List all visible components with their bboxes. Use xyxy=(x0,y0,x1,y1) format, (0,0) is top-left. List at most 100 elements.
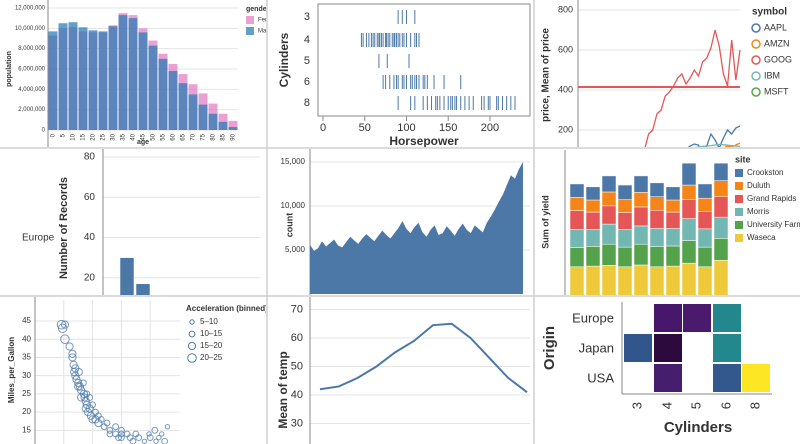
heat-cell xyxy=(624,334,652,362)
bar-segment xyxy=(569,197,585,211)
point xyxy=(118,426,125,434)
bar xyxy=(135,283,151,295)
point xyxy=(135,434,143,442)
y-tick-label: 20 xyxy=(84,272,96,283)
point xyxy=(56,319,67,330)
y-tick-label: 5 xyxy=(304,55,310,67)
legend-symbol xyxy=(735,195,743,203)
bar-segment xyxy=(665,228,681,247)
bar-segment xyxy=(713,216,729,239)
point xyxy=(74,367,83,377)
bar-segment xyxy=(649,228,665,247)
facet-label: Europe xyxy=(22,233,55,244)
y-tick-label: 10,000,000 xyxy=(15,26,46,32)
point xyxy=(75,382,85,391)
bar-segment xyxy=(665,186,681,201)
point xyxy=(70,367,79,377)
bar-segment xyxy=(569,247,585,268)
chart-panel: 3 4 5 6 8 0 50 100 150 200 Horsepower Cylinders xyxy=(277,3,531,147)
point xyxy=(156,434,162,441)
legend-title: gender xyxy=(246,6,270,13)
y-tick-label: 25 xyxy=(22,389,31,398)
legend-symbol xyxy=(751,23,761,33)
bar-segment xyxy=(649,209,665,229)
bar xyxy=(228,120,238,130)
bar xyxy=(68,22,78,130)
point xyxy=(151,426,159,434)
legend-symbol xyxy=(735,182,743,190)
bar-segment xyxy=(697,197,713,212)
point xyxy=(106,426,114,434)
point xyxy=(88,415,97,424)
legend-label: Morris xyxy=(747,207,769,216)
bar-segment xyxy=(633,192,649,208)
x-tick-label: 65 xyxy=(181,133,187,140)
bar xyxy=(188,94,198,130)
legend-symbol xyxy=(751,39,761,49)
bar-segment xyxy=(649,196,665,211)
y-tick-label: 12,000,000 xyxy=(15,6,46,12)
bar xyxy=(128,18,138,131)
x-tick-label: 8 xyxy=(747,402,762,409)
y-tick-label: 4,000,000 xyxy=(18,87,45,93)
chart-panel: 30 40 50 60 70 Mean of temp xyxy=(276,297,530,444)
bar-segment xyxy=(665,245,681,267)
x-tick-label: 50 xyxy=(151,133,157,140)
x-tick-label: 6 xyxy=(718,402,733,409)
x-tick-label: 150 xyxy=(439,122,457,134)
bar-segment xyxy=(633,175,649,193)
bar-segment xyxy=(601,223,617,245)
bar-segment xyxy=(585,246,601,267)
chart-panel: Sum of yield site Crookston Duluth Grand Rap… xyxy=(540,150,800,295)
heat-cell xyxy=(654,304,682,332)
y-tick-label: 4 xyxy=(304,34,310,46)
y-axis-title: price, Mean of price xyxy=(541,28,552,122)
x-tick-label: 4 xyxy=(659,402,674,409)
bar-segment xyxy=(585,186,601,201)
point xyxy=(97,416,105,423)
bar xyxy=(148,45,158,130)
x-tick-label: 5 xyxy=(688,402,703,409)
y-tick-label: 400 xyxy=(558,84,573,94)
bar xyxy=(208,113,218,130)
plot-frame xyxy=(317,3,531,117)
bar-segment xyxy=(649,246,665,268)
y-axis-title: population xyxy=(6,51,13,87)
bar xyxy=(138,32,148,130)
legend-label: University Farm xyxy=(747,220,800,229)
bar-segment xyxy=(697,228,713,248)
legend-label: MSFT xyxy=(764,86,789,96)
legend-title: site xyxy=(735,154,751,164)
legend-label: 10–15 xyxy=(200,329,223,338)
legend-symbol xyxy=(189,319,195,325)
y-axis-title: count xyxy=(284,213,294,238)
y-tick-label: 35 xyxy=(22,353,31,362)
legend-label: AAPL xyxy=(764,22,787,32)
bar-segment xyxy=(569,266,585,295)
y-tick-label: 30 xyxy=(22,371,31,380)
bar-segment xyxy=(681,240,697,264)
y-axis-title: Number of Records xyxy=(58,177,70,279)
bar-segment xyxy=(681,162,697,186)
bar-segment xyxy=(713,196,729,218)
bar-segment xyxy=(713,180,729,197)
bar xyxy=(98,31,108,131)
y-tick-label: 60 xyxy=(291,332,303,344)
x-tick-label: 25 xyxy=(101,133,107,140)
legend-symbol xyxy=(735,169,743,177)
point xyxy=(103,419,111,427)
legend-symbol xyxy=(735,208,743,216)
x-tick-label: 60 xyxy=(171,133,177,140)
bar-segment xyxy=(713,259,729,295)
chart-panel: 5,000 10,000 15,000 count xyxy=(281,149,530,295)
heat-cell xyxy=(742,364,770,392)
legend-label: IBM xyxy=(764,70,780,80)
bar-segment xyxy=(665,211,681,229)
x-tick-label: 70 xyxy=(191,133,197,140)
bar-segment xyxy=(617,199,633,213)
y-tick-label: 3 xyxy=(304,11,310,23)
legend-label: Male xyxy=(258,29,272,35)
bar-segment xyxy=(617,229,633,248)
point xyxy=(112,423,120,431)
legend-symbol xyxy=(751,71,761,81)
